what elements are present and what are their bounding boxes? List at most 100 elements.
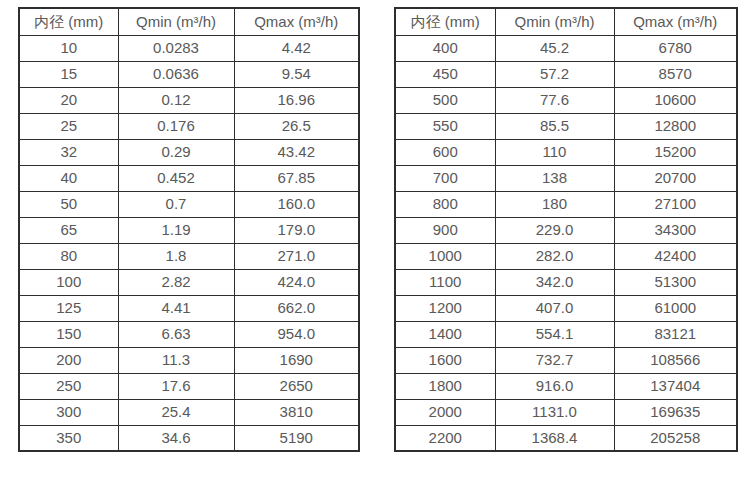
qmax-cell: 954.0 xyxy=(234,321,359,347)
table-row: 70013820700 xyxy=(395,165,737,191)
qmax-cell: 16.96 xyxy=(234,87,359,113)
qmax-cell: 27100 xyxy=(614,191,737,217)
table-row: 40045.26780 xyxy=(395,35,737,61)
diameter-cell: 1200 xyxy=(395,295,495,321)
qmin-cell: 0.7 xyxy=(118,191,234,217)
column-header: 内径 (mm) xyxy=(19,8,118,35)
qmax-cell: 10600 xyxy=(614,87,737,113)
diameter-cell: 700 xyxy=(395,165,495,191)
qmin-cell: 342.0 xyxy=(495,269,614,295)
qmax-cell: 61000 xyxy=(614,295,737,321)
qmin-cell: 77.6 xyxy=(495,87,614,113)
diameter-cell: 1400 xyxy=(395,321,495,347)
qmax-cell: 8570 xyxy=(614,61,737,87)
qmax-cell: 67.85 xyxy=(234,165,359,191)
flow-rate-spec-page: 内径 (mm)Qmin (m³/h)Qmax (m³/h) 100.02834.… xyxy=(0,0,750,483)
qmin-cell: 0.176 xyxy=(118,113,234,139)
column-header: Qmin (m³/h) xyxy=(495,8,614,35)
qmax-cell: 9.54 xyxy=(234,61,359,87)
qmin-cell: 138 xyxy=(495,165,614,191)
qmin-cell: 57.2 xyxy=(495,61,614,87)
qmin-cell: 916.0 xyxy=(495,373,614,399)
table-row: 900229.034300 xyxy=(395,217,737,243)
qmax-cell: 26.5 xyxy=(234,113,359,139)
table-row: 651.19179.0 xyxy=(19,217,359,243)
qmin-cell: 407.0 xyxy=(495,295,614,321)
qmin-cell: 17.6 xyxy=(118,373,234,399)
qmax-cell: 662.0 xyxy=(234,295,359,321)
qmax-cell: 3810 xyxy=(234,399,359,425)
qmax-cell: 34300 xyxy=(614,217,737,243)
qmin-cell: 282.0 xyxy=(495,243,614,269)
qmin-cell: 0.0283 xyxy=(118,35,234,61)
qmax-cell: 137404 xyxy=(614,373,737,399)
qmax-cell: 6780 xyxy=(614,35,737,61)
column-header: Qmax (m³/h) xyxy=(614,8,737,35)
qmin-cell: 4.41 xyxy=(118,295,234,321)
diameter-cell: 80 xyxy=(19,243,118,269)
table-row: 801.8271.0 xyxy=(19,243,359,269)
qmax-cell: 2650 xyxy=(234,373,359,399)
diameter-cell: 65 xyxy=(19,217,118,243)
qmin-cell: 85.5 xyxy=(495,113,614,139)
table-row: 150.06369.54 xyxy=(19,61,359,87)
diameter-cell: 25 xyxy=(19,113,118,139)
qmax-cell: 169635 xyxy=(614,399,737,425)
table-row: 200.1216.96 xyxy=(19,87,359,113)
qmin-cell: 11.3 xyxy=(118,347,234,373)
qmax-cell: 5190 xyxy=(234,425,359,451)
column-header: 内径 (mm) xyxy=(395,8,495,35)
diameter-cell: 600 xyxy=(395,139,495,165)
qmin-cell: 732.7 xyxy=(495,347,614,373)
qmax-cell: 42400 xyxy=(614,243,737,269)
table-row: 55085.512800 xyxy=(395,113,737,139)
qmax-cell: 1690 xyxy=(234,347,359,373)
qmax-cell: 51300 xyxy=(614,269,737,295)
diameter-cell: 2000 xyxy=(395,399,495,425)
table-row: 45057.28570 xyxy=(395,61,737,87)
qmax-cell: 12800 xyxy=(614,113,737,139)
table-row: 1600732.7108566 xyxy=(395,347,737,373)
table-row: 20011.31690 xyxy=(19,347,359,373)
qmin-cell: 1131.0 xyxy=(495,399,614,425)
table-row: 400.45267.85 xyxy=(19,165,359,191)
qmin-cell: 110 xyxy=(495,139,614,165)
diameter-cell: 150 xyxy=(19,321,118,347)
diameter-cell: 300 xyxy=(19,399,118,425)
table-row: 35034.65190 xyxy=(19,425,359,451)
table-row: 60011015200 xyxy=(395,139,737,165)
diameter-cell: 400 xyxy=(395,35,495,61)
qmax-cell: 424.0 xyxy=(234,269,359,295)
table-row: 80018027100 xyxy=(395,191,737,217)
table-row: 1002.82424.0 xyxy=(19,269,359,295)
qmax-cell: 20700 xyxy=(614,165,737,191)
diameter-cell: 350 xyxy=(19,425,118,451)
table-row: 25017.62650 xyxy=(19,373,359,399)
column-header: Qmax (m³/h) xyxy=(234,8,359,35)
column-header: Qmin (m³/h) xyxy=(118,8,234,35)
flow-spec-table-left: 内径 (mm)Qmin (m³/h)Qmax (m³/h) 100.02834.… xyxy=(18,7,360,452)
diameter-cell: 40 xyxy=(19,165,118,191)
tables-container: 内径 (mm)Qmin (m³/h)Qmax (m³/h) 100.02834.… xyxy=(18,7,738,452)
diameter-cell: 250 xyxy=(19,373,118,399)
header-row: 内径 (mm)Qmin (m³/h)Qmax (m³/h) xyxy=(19,8,359,35)
qmax-cell: 43.42 xyxy=(234,139,359,165)
qmin-cell: 229.0 xyxy=(495,217,614,243)
table-row: 1800916.0137404 xyxy=(395,373,737,399)
qmax-cell: 83121 xyxy=(614,321,737,347)
qmax-cell: 179.0 xyxy=(234,217,359,243)
qmin-cell: 0.12 xyxy=(118,87,234,113)
qmin-cell: 6.63 xyxy=(118,321,234,347)
qmin-cell: 180 xyxy=(495,191,614,217)
qmin-cell: 1.8 xyxy=(118,243,234,269)
diameter-cell: 900 xyxy=(395,217,495,243)
table-row: 1100342.051300 xyxy=(395,269,737,295)
qmin-cell: 0.0636 xyxy=(118,61,234,87)
qmax-cell: 108566 xyxy=(614,347,737,373)
table-row: 1200407.061000 xyxy=(395,295,737,321)
diameter-cell: 450 xyxy=(395,61,495,87)
table-row: 1000282.042400 xyxy=(395,243,737,269)
table-row: 320.2943.42 xyxy=(19,139,359,165)
table-row: 50077.610600 xyxy=(395,87,737,113)
qmin-cell: 554.1 xyxy=(495,321,614,347)
